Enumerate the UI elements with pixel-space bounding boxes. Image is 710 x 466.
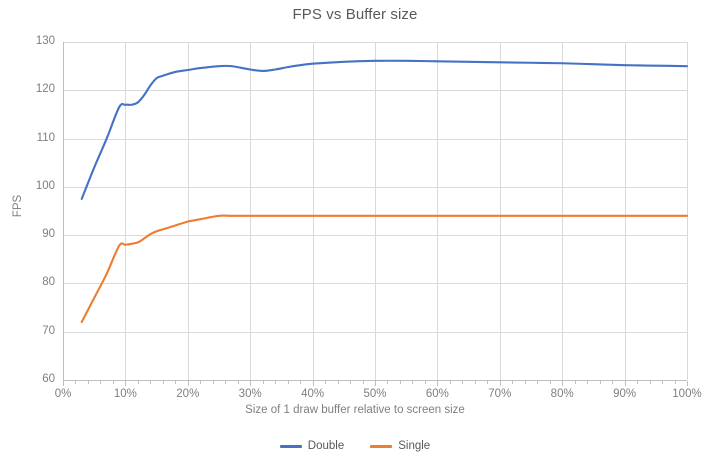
y-tick-label: 100 [35, 179, 55, 192]
x-tick-label: 30% [238, 388, 262, 400]
chart-legend: Double Single [0, 440, 710, 452]
axis-ticks-group [63, 381, 688, 386]
y-tick-label: 70 [42, 324, 55, 337]
y-axis-title: FPS [12, 194, 24, 218]
x-tick-label: 60% [425, 388, 449, 400]
x-tick-label: 10% [113, 388, 137, 400]
x-axis-title: Size of 1 draw buffer relative to screen… [245, 404, 465, 416]
x-tick-label: 50% [363, 388, 387, 400]
x-tick-label: 100% [672, 388, 702, 400]
legend-swatch-icon [370, 444, 393, 448]
y-tick-label: 110 [36, 131, 55, 144]
legend-label: Single [398, 440, 431, 452]
x-tick-label: 20% [176, 388, 200, 400]
legend-swatch-icon [279, 444, 302, 448]
x-tick-label: 70% [488, 388, 512, 400]
legend-label: Double [307, 440, 345, 452]
x-tick-label: 40% [301, 388, 325, 400]
legend-item-single[interactable]: Single [370, 440, 430, 452]
y-tick-label: 90 [42, 228, 55, 241]
x-tick-label: 90% [613, 388, 637, 400]
y-tick-label: 60 [42, 373, 55, 385]
series-line-single [80, 214, 689, 324]
x-tick-label: 80% [550, 388, 574, 400]
legend-item-double[interactable]: Double [279, 440, 345, 452]
y-tick-label: 130 [35, 35, 55, 47]
gridlines-group [63, 42, 688, 381]
chart-title: FPS vs Buffer size [292, 6, 418, 23]
x-tick-label: 0% [54, 388, 72, 400]
series-line-double [80, 59, 689, 200]
data-series-group [80, 59, 689, 324]
y-tick-label: 120 [35, 83, 55, 96]
y-tick-label: 80 [42, 276, 55, 289]
